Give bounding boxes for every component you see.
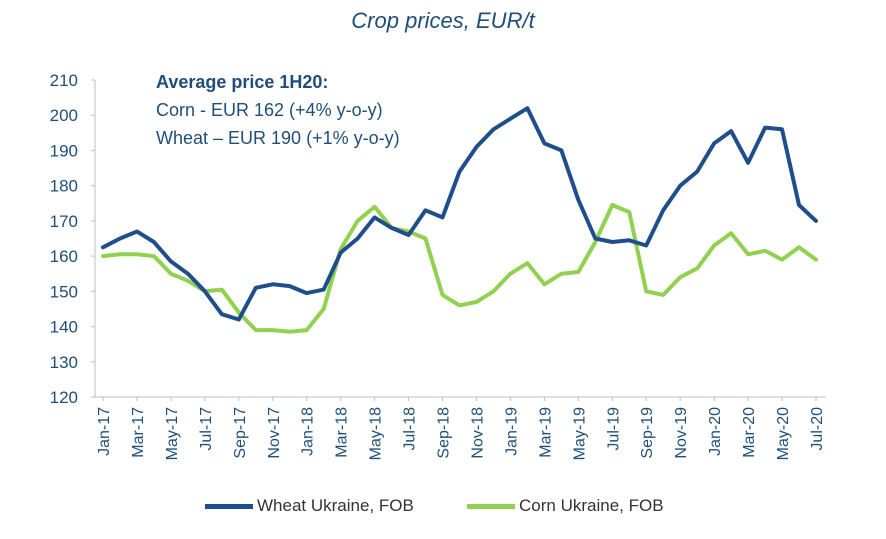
x-tick-label: Sep-18 <box>436 407 453 459</box>
series-line-wheat <box>101 106 818 322</box>
y-tick-label: 200 <box>50 106 78 125</box>
x-tick-label: Jul-18 <box>402 407 419 451</box>
legend-label-corn: Corn Ukraine, FOB <box>519 496 664 515</box>
y-tick-label: 130 <box>50 353 78 372</box>
average-price-annotation: Average price 1H20: Corn - EUR 162 (+4% … <box>156 68 400 152</box>
x-tick-labels: Jan-17 Mar-17 May-17 Jul-17 Sep-17 Nov-17 Jan-… <box>96 407 826 460</box>
chart-title: Crop prices, EUR/t <box>351 8 535 33</box>
x-tick-label: Jan-20 <box>707 407 724 456</box>
x-tick-label: Nov-17 <box>266 407 283 459</box>
y-tick-label: 160 <box>50 247 78 266</box>
x-tick-label: Jul-19 <box>605 407 622 451</box>
x-tick-label: May-18 <box>368 407 385 460</box>
x-tick-label: Mar-20 <box>741 407 758 458</box>
legend: Wheat Ukraine, FOB Corn Ukraine, FOB <box>0 496 886 520</box>
y-tick-label: 170 <box>50 212 78 231</box>
y-tick-label: 120 <box>50 388 78 407</box>
x-tick-label: May-19 <box>571 407 588 460</box>
annotation-wheat: Wheat – EUR 190 (+1% y-o-y) <box>156 128 400 148</box>
annotation-corn: Corn - EUR 162 (+4% y-o-y) <box>156 100 383 120</box>
y-tick-labels: 120 130 140 150 160 170 180 190 200 210 <box>50 71 78 407</box>
legend-label-wheat: Wheat Ukraine, FOB <box>257 496 414 515</box>
legend-swatch-wheat <box>205 503 253 509</box>
x-tick-label: Jul-17 <box>198 407 215 451</box>
x-tick-label: Jan-19 <box>503 407 520 456</box>
x-tick-label: Nov-19 <box>673 407 690 459</box>
x-tick-label: Jan-18 <box>300 407 317 456</box>
x-tick-label: Nov-18 <box>469 407 486 459</box>
x-tick-label: Mar-19 <box>537 407 554 458</box>
x-tick-label: Mar-17 <box>130 407 147 458</box>
series-lines <box>101 106 818 334</box>
legend-item-corn: Corn Ukraine, FOB <box>467 496 664 516</box>
series-line-corn <box>101 203 818 334</box>
axes <box>91 79 826 401</box>
x-tick-label: May-20 <box>775 407 792 460</box>
y-tick-label: 140 <box>50 318 78 337</box>
y-tick-label: 190 <box>50 141 78 160</box>
legend-item-wheat: Wheat Ukraine, FOB <box>205 496 414 516</box>
y-tick-label: 150 <box>50 282 78 301</box>
y-tick-label: 180 <box>50 177 78 196</box>
x-tick-label: Sep-17 <box>232 407 249 459</box>
x-tick-label: Jul-20 <box>809 407 826 451</box>
legend-swatch-corn <box>467 503 515 509</box>
x-tick-label: May-17 <box>164 407 181 460</box>
y-tick-label: 210 <box>50 71 78 90</box>
x-tick-label: Jan-17 <box>96 407 113 456</box>
x-tick-label: Sep-19 <box>639 407 656 459</box>
x-tick-label: Mar-18 <box>334 407 351 458</box>
annotation-heading: Average price 1H20: <box>156 72 329 92</box>
